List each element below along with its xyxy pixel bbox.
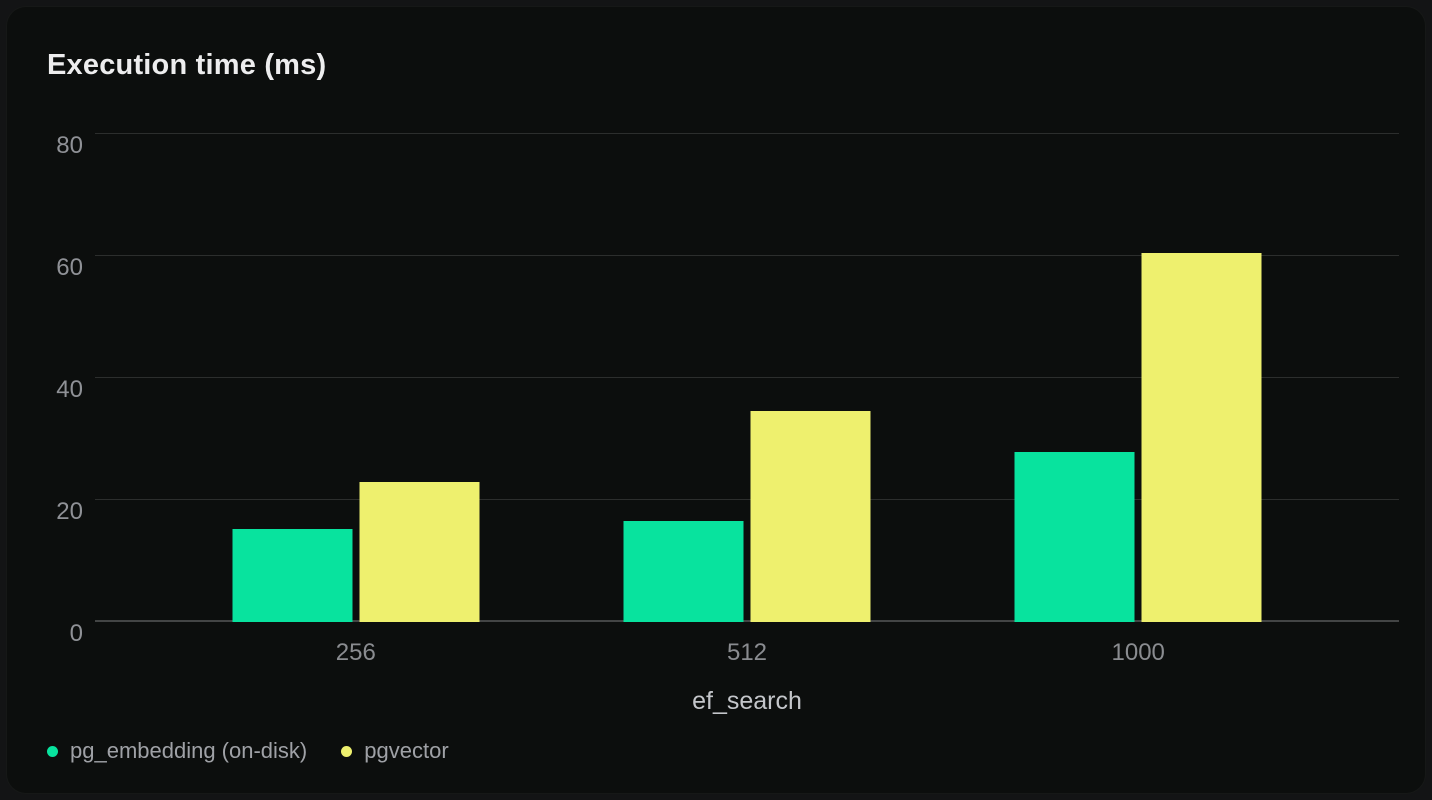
legend-dot-icon (47, 745, 58, 757)
legend-item-pgvector[interactable]: pgvector (341, 738, 449, 764)
legend-label: pgvector (364, 738, 449, 763)
y-tick-label: 0 (69, 620, 83, 647)
bar-pg_embedding-512[interactable] (623, 521, 744, 622)
gridline (95, 499, 1399, 500)
y-tick-label: 80 (56, 132, 83, 159)
bar-pgvector-512[interactable] (750, 410, 871, 622)
legend: pg_embedding (on-disk) pgvector (47, 738, 449, 764)
legend-item-pg_embedding[interactable]: pg_embedding (on-disk) (47, 738, 307, 764)
bar-pg_embedding-256[interactable] (232, 529, 353, 622)
x-axis-title: ef_search (692, 687, 802, 715)
bar-pg_embedding-1000[interactable] (1014, 452, 1135, 622)
y-tick-label: 40 (56, 376, 83, 403)
plot-area: 0 20 40 60 80 (56, 132, 1399, 647)
x-tick-label: 512 (726, 639, 768, 666)
chart-title: Execution time (ms) (47, 49, 327, 81)
x-tick-label: 1000 (1111, 639, 1165, 666)
chart-card: Execution time (ms) 0 20 40 60 80 256 512 1000… (6, 6, 1426, 794)
y-tick-label: 60 (56, 254, 83, 281)
bar-group-256 (232, 134, 480, 622)
bar-group-1000 (1014, 134, 1262, 622)
gridline (95, 255, 1399, 256)
y-tick-label: 20 (56, 498, 83, 525)
x-tick-label: 256 (335, 639, 376, 666)
legend-dot-icon (341, 745, 353, 757)
bar-pgvector-256[interactable] (359, 481, 480, 622)
bar-pgvector-1000[interactable] (1141, 252, 1262, 622)
bar-group-512 (623, 134, 871, 622)
legend-label: pg_embedding (on-disk) (70, 738, 308, 763)
gridline (95, 377, 1399, 378)
gridline (95, 133, 1399, 134)
x-axis-line (95, 620, 1399, 622)
